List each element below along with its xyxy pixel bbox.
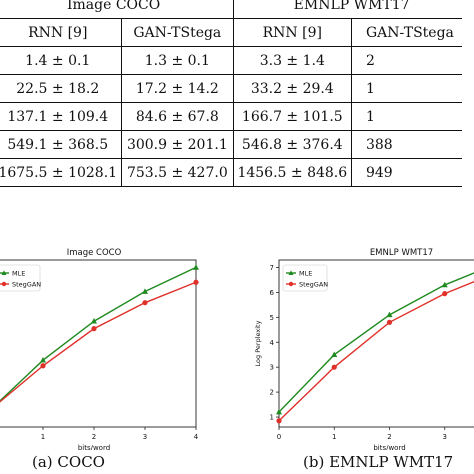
emnlp-line-chart: EMNLP WMT17 bits/word 0 1 2 3 1 2 3 4 5 6 7 Log Perpl… <box>254 248 474 450</box>
table-cell: 1.4 ± 0.1 <box>0 46 122 75</box>
data-point <box>386 311 393 318</box>
results-table-region: Image COCO EMNLP WMT17 RNN [9] GAN-TSteg… <box>0 0 474 195</box>
table-column-header-row: RNN [9] GAN-TStega RNN [9] GAN-TStega <box>0 18 462 47</box>
legend-marker <box>1 270 7 275</box>
x-tick-label: 4 <box>194 433 199 441</box>
legend-marker <box>1 281 7 287</box>
table-cell: 1456.5 ± 848.6 <box>232 158 352 187</box>
table-cell: 137.1 ± 109.4 <box>0 102 122 131</box>
table-cell: 1 <box>350 102 462 131</box>
data-point <box>40 363 46 369</box>
x-axis-label: bits/word <box>373 444 405 450</box>
table-cell: 17.2 ± 14.2 <box>121 74 234 103</box>
data-point <box>331 351 338 358</box>
x-tick-label: 3 <box>143 433 147 441</box>
y-tick-label: 7 <box>270 264 274 272</box>
x-tick-label: 2 <box>387 433 391 441</box>
data-point <box>441 281 448 288</box>
table-cell: 546.8 ± 376.4 <box>232 130 352 159</box>
table-cell: 753.5 ± 427.0 <box>121 158 234 187</box>
data-point <box>331 364 337 370</box>
y-axis-label: Log Perplexity <box>254 320 262 366</box>
data-point <box>91 326 97 332</box>
table-cell: 549.1 ± 368.5 <box>0 130 122 159</box>
caption-coco: (a) COCO <box>32 453 105 471</box>
x-tick-label: 0 <box>277 433 281 441</box>
table-row: 22.5 ± 18.2 17.2 ± 14.2 33.2 ± 29.4 1 <box>0 74 462 103</box>
table-cell: 3.3 ± 1.4 <box>232 46 352 75</box>
column-header: RNN [9] <box>0 18 122 47</box>
data-point <box>442 291 448 297</box>
data-point <box>40 357 46 363</box>
data-point <box>193 264 199 270</box>
column-header: GAN-TStega <box>350 18 462 47</box>
table-cell: 2 <box>350 46 462 75</box>
table-group-header-row: Image COCO EMNLP WMT17 <box>0 0 462 19</box>
table-cell: 1675.5 ± 1028.1 <box>0 158 122 187</box>
legend-label: MLE <box>12 270 25 278</box>
group-header-emnlp: EMNLP WMT17 <box>232 0 462 19</box>
group-header-coco: Image COCO <box>0 0 234 19</box>
x-tick-label: 1 <box>41 433 45 441</box>
data-point <box>91 318 97 324</box>
legend-marker <box>288 281 294 287</box>
table-cell: 33.2 ± 29.4 <box>232 74 352 103</box>
table-cell: 388 <box>350 130 462 159</box>
data-point <box>276 408 282 415</box>
table-cell: 1 <box>350 74 462 103</box>
legend-label: StegGAN <box>12 281 41 289</box>
table-cell: 1.3 ± 0.1 <box>121 46 234 75</box>
data-point <box>386 319 393 325</box>
table-row: 137.1 ± 109.4 84.6 ± 67.8 166.7 ± 101.5 … <box>0 102 462 131</box>
x-axis-label: bits/word <box>78 444 110 450</box>
caption-emnlp: (b) EMNLP WMT17 <box>303 453 454 471</box>
y-tick-label: 1 <box>270 414 274 422</box>
x-tick-label: 3 <box>443 433 447 441</box>
table-cell: 84.6 ± 67.8 <box>121 102 234 131</box>
x-tick-label: 1 <box>332 433 336 441</box>
table-cell: 949 <box>350 158 462 187</box>
chart-title: EMNLP WMT17 <box>370 248 433 258</box>
y-tick-label: 6 <box>270 289 275 297</box>
table-row: 1.4 ± 0.1 1.3 ± 0.1 3.3 ± 1.4 2 <box>0 46 462 75</box>
y-tick-label: 4 <box>270 339 275 347</box>
y-tick-label: 3 <box>270 364 274 372</box>
series-line <box>0 281 197 403</box>
x-tick-label: 2 <box>92 433 96 441</box>
legend-label: StegGAN <box>299 281 328 289</box>
column-header: GAN-TStega <box>121 18 234 47</box>
data-point <box>193 279 199 285</box>
y-tick-label: 5 <box>270 314 274 322</box>
results-table: Image COCO EMNLP WMT17 RNN [9] GAN-TSteg… <box>0 0 462 187</box>
column-header: RNN [9] <box>232 18 352 47</box>
table-cell: 22.5 ± 18.2 <box>0 74 122 103</box>
table-cell: 300.9 ± 201.1 <box>121 130 234 159</box>
table-row: 1675.5 ± 1028.1 753.5 ± 427.0 1456.5 ± 8… <box>0 158 462 187</box>
data-point <box>276 418 282 424</box>
legend-box <box>0 264 41 292</box>
table-row: 549.1 ± 368.5 300.9 ± 201.1 546.8 ± 376.… <box>0 130 462 159</box>
y-tick-label: 2 <box>270 389 274 397</box>
table-cell: 166.7 ± 101.5 <box>232 102 352 131</box>
legend-marker <box>288 270 294 275</box>
legend-label: MLE <box>299 270 312 278</box>
data-point <box>142 300 148 306</box>
coco-line-chart: Image COCO bits/word 1 2 3 4 MLE StegGAN <box>0 248 199 450</box>
data-point <box>142 288 148 294</box>
chart-title: Image COCO <box>67 248 122 258</box>
